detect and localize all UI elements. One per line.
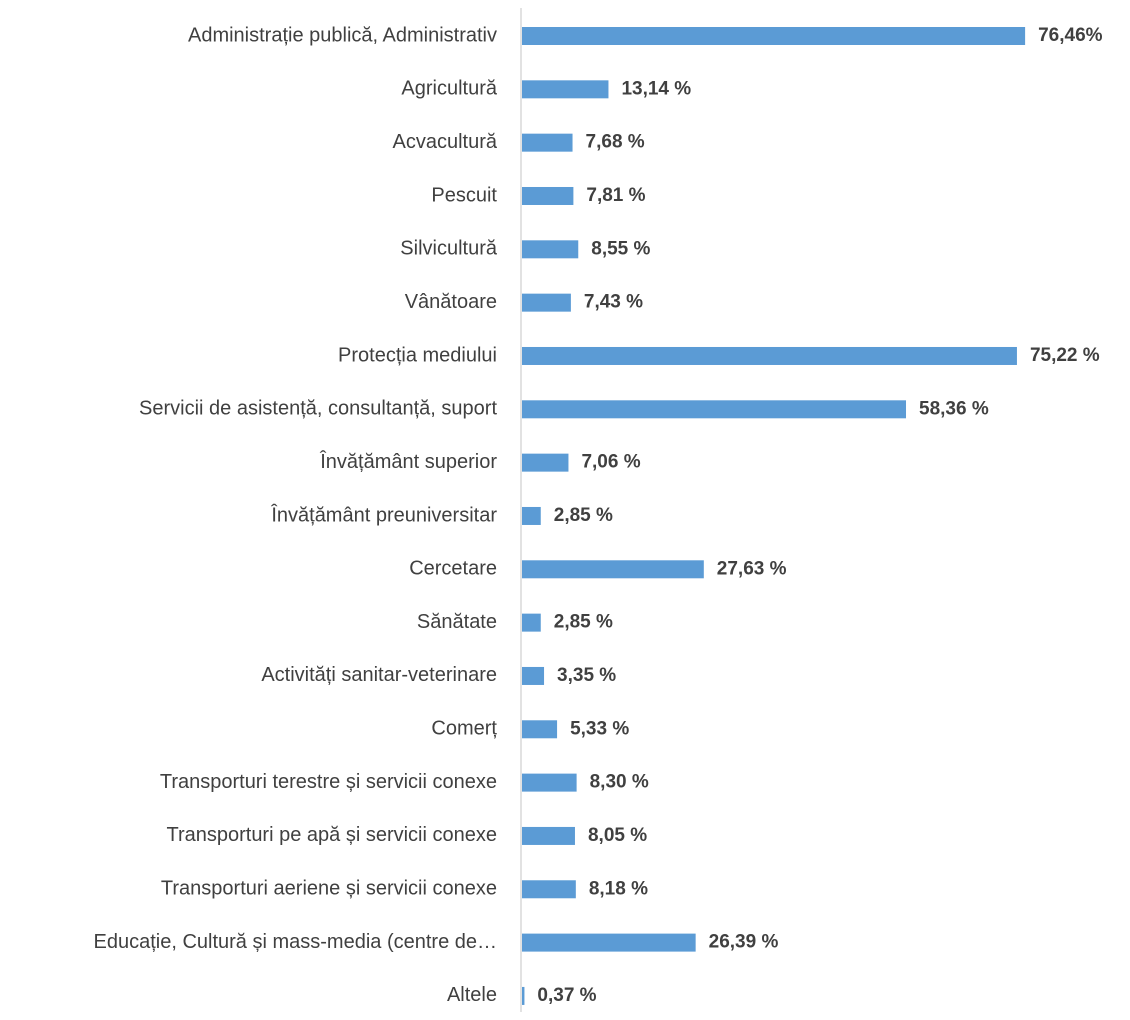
value-label: 0,37 % (537, 985, 596, 1006)
value-label: 5,33 % (570, 718, 629, 739)
bar (522, 400, 907, 419)
value-label: 13,14 % (621, 78, 691, 99)
bar (522, 27, 1026, 45)
bar (522, 240, 579, 259)
value-label: 8,05 % (588, 825, 647, 846)
value-label: 8,18 % (589, 878, 648, 899)
bar (522, 133, 573, 152)
bar (522, 613, 541, 632)
category-label: Transporturi aeriene și servicii conexe (161, 878, 497, 900)
bar (522, 506, 541, 525)
category-label: Servicii de asistență, consultanță, supo… (139, 398, 497, 420)
bar (522, 773, 577, 792)
category-label: Învățământ preuniversitar (270, 503, 497, 526)
value-label: 58,36 % (919, 398, 989, 419)
value-label: 8,55 % (591, 238, 650, 259)
category-label: Transporturi terestre și servicii conexe (160, 771, 497, 793)
category-label: Protecția mediului (338, 344, 497, 366)
bar (522, 933, 696, 952)
category-label: Cercetare (409, 558, 497, 580)
category-label: Altele (447, 984, 497, 1006)
bar (522, 560, 704, 579)
bar (522, 453, 569, 472)
bar (522, 826, 575, 845)
bar (522, 80, 609, 99)
value-label: 3,35 % (557, 665, 616, 686)
category-label: Administrație publică, Administrativ (188, 24, 497, 46)
value-label: 7,06 % (581, 452, 640, 473)
value-label: 27,63 % (717, 558, 787, 579)
category-label: Agricultură (401, 78, 497, 100)
value-label: 7,68 % (586, 132, 645, 153)
category-label: Comerț (431, 718, 497, 740)
bar (522, 666, 545, 685)
category-label: Educație, Cultură și mass-media (centre … (94, 931, 498, 953)
bar (522, 986, 525, 1005)
bar (522, 720, 558, 739)
category-label: Învățământ superior (319, 450, 497, 473)
bar (522, 293, 571, 312)
bar (522, 346, 1017, 365)
category-label: Acvacultură (393, 131, 498, 153)
value-label: 2,85 % (554, 612, 613, 633)
category-label: Transporturi pe apă și servicii conexe (166, 824, 497, 846)
value-label: 8,30 % (590, 772, 649, 793)
value-label: 26,39 % (709, 932, 779, 953)
bar (522, 880, 576, 899)
value-label: 7,43 % (584, 292, 643, 313)
bar (522, 186, 574, 205)
category-label: Activități sanitar-veterinare (261, 664, 497, 686)
value-label: 7,81 % (586, 185, 645, 206)
value-label: 75,22 % (1030, 345, 1100, 366)
value-label: 2,85 % (554, 505, 613, 526)
value-label: 76,46% (1038, 25, 1103, 46)
category-label: Pescuit (431, 184, 497, 206)
category-label: Silvicultură (400, 238, 498, 260)
category-label: Sănătate (417, 611, 497, 633)
category-label: Vânătoare (405, 291, 497, 313)
